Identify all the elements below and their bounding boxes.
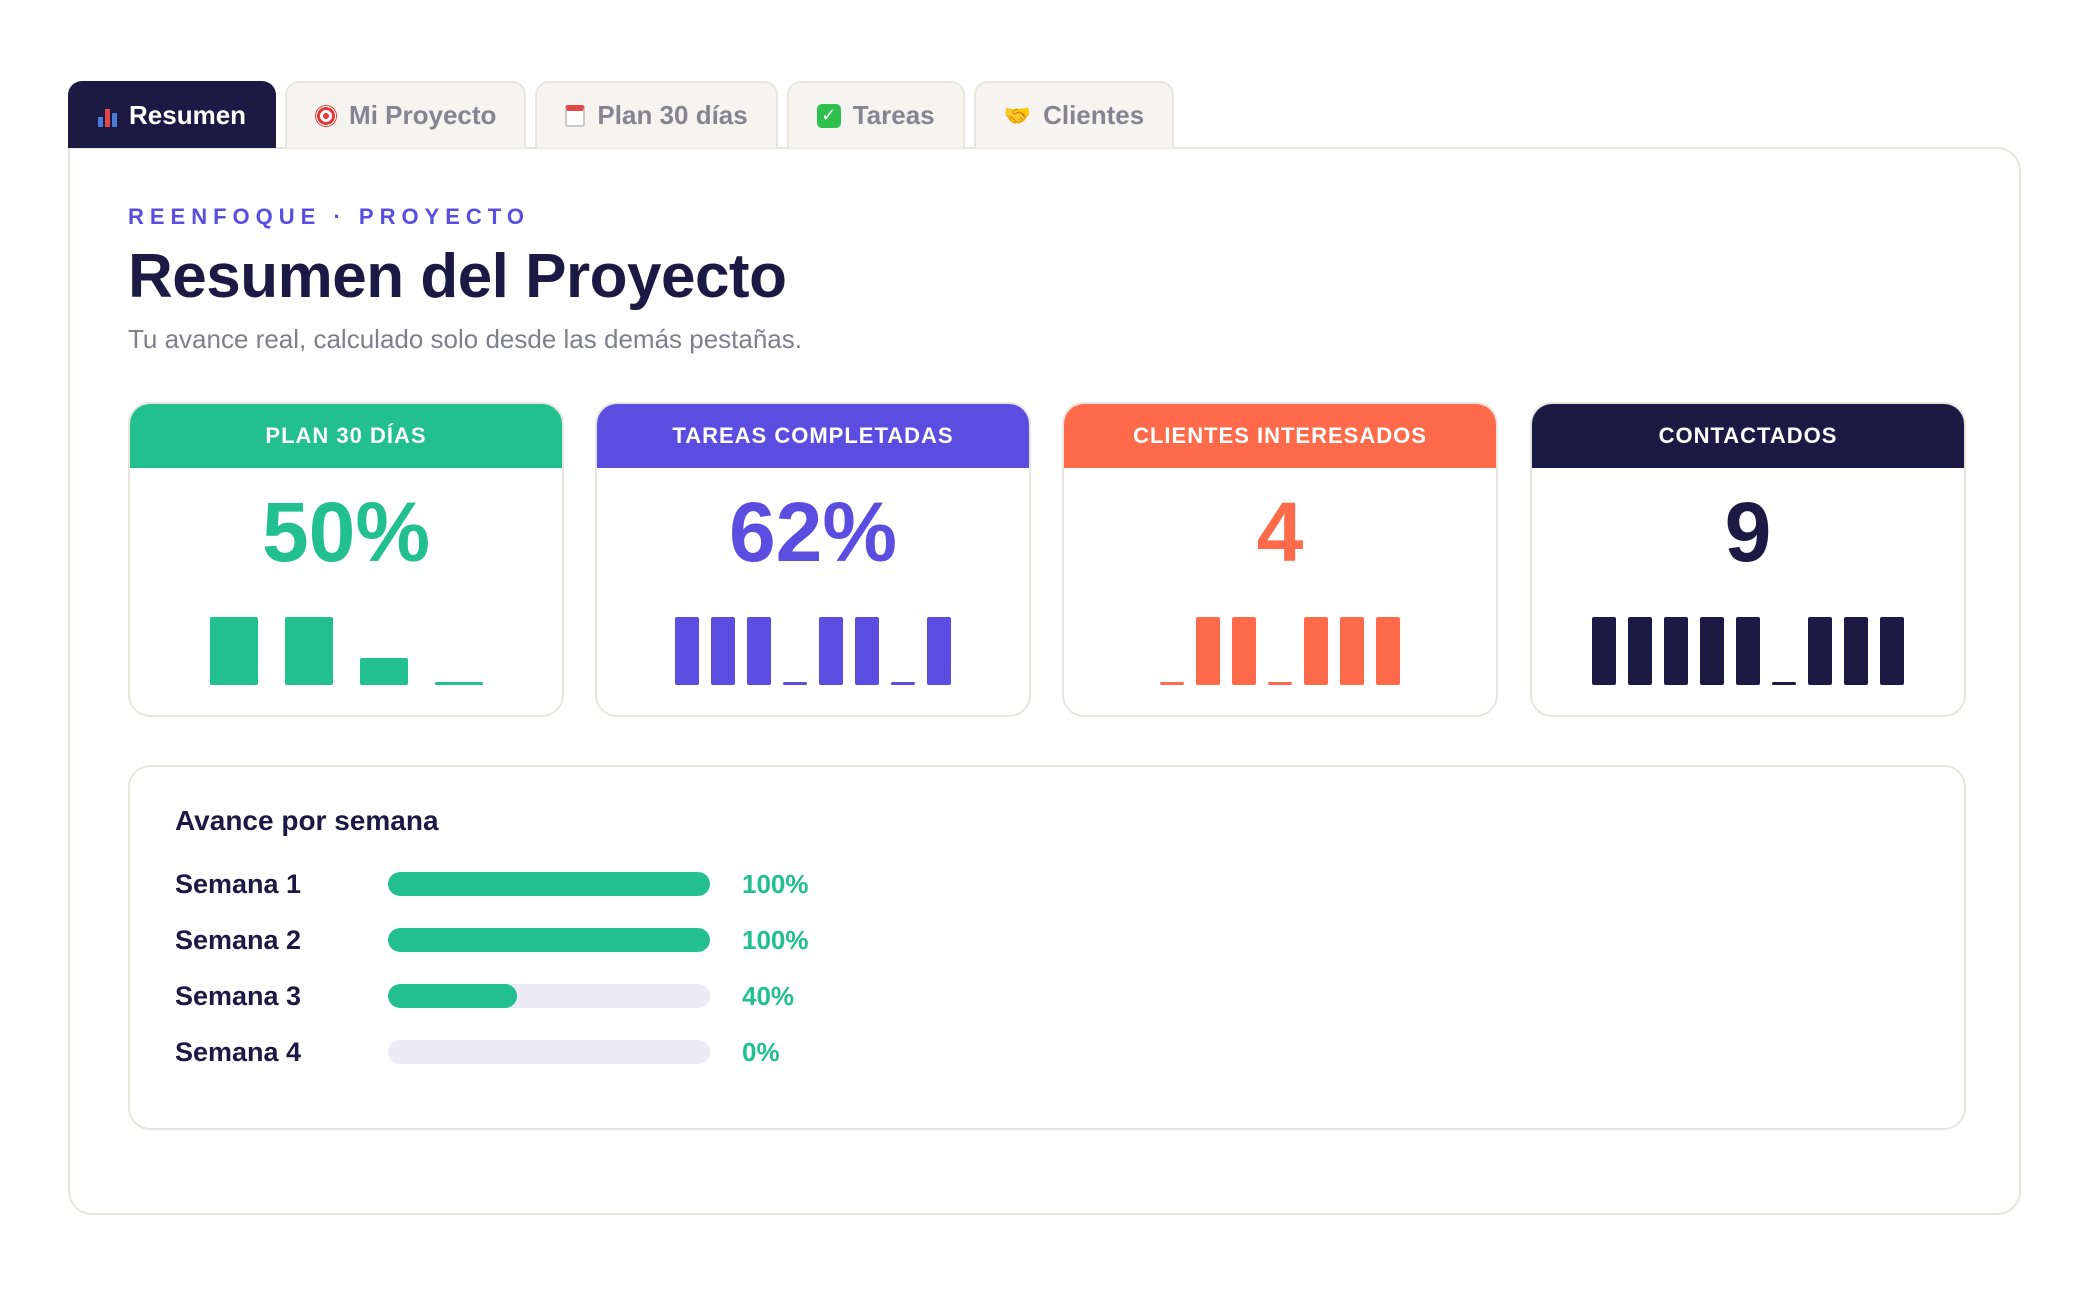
tab-bar: Resumen Mi Proyecto Plan 30 días ✓ Tarea…	[68, 81, 1175, 148]
target-icon	[315, 104, 338, 127]
mini-bar	[1736, 617, 1760, 685]
tab-label: Mi Proyecto	[349, 100, 497, 130]
progress-track	[388, 984, 710, 1008]
week-row: Semana 1 100%	[175, 864, 809, 904]
handshake-icon: 🤝	[1003, 102, 1032, 128]
mini-bar	[1772, 682, 1796, 685]
card-header: TAREAS COMPLETADAS	[597, 404, 1029, 468]
mini-bar	[1592, 617, 1616, 685]
mini-bar	[359, 658, 408, 685]
page-subtitle: Tu avance real, calculado solo desde las…	[128, 324, 802, 354]
tab-mi-proyecto[interactable]: Mi Proyecto	[285, 81, 527, 148]
tab-tareas[interactable]: ✓ Tareas	[786, 81, 965, 148]
week-row: Semana 4 0%	[175, 1032, 780, 1072]
card-value: 50%	[261, 485, 431, 579]
card-value: 62%	[728, 485, 898, 579]
week-label: Semana 2	[175, 924, 302, 955]
mini-bar	[434, 682, 483, 685]
tab-label: Resumen	[129, 100, 247, 130]
mini-bar	[711, 617, 735, 685]
mini-bar	[1160, 682, 1184, 685]
mini-bar-chart	[130, 613, 562, 685]
weekly-title: Avance por semana	[175, 805, 439, 836]
tab-resumen[interactable]: Resumen	[68, 81, 277, 148]
card-contactados: CONTACTADOS 9	[1530, 402, 1966, 717]
card-tareas-completadas: TAREAS COMPLETADAS 62%	[595, 402, 1031, 717]
week-percent: 100%	[742, 868, 809, 899]
progress-fill	[388, 928, 710, 952]
mini-bar	[1628, 617, 1652, 685]
card-header: CONTACTADOS	[1532, 404, 1964, 468]
mini-bar	[783, 682, 807, 685]
progress-track	[388, 872, 710, 896]
mini-bar	[891, 682, 915, 685]
mini-bar	[1340, 617, 1364, 685]
mini-bar	[1808, 617, 1832, 685]
card-value: 9	[1724, 485, 1772, 579]
tab-label: Clientes	[1043, 100, 1145, 130]
progress-track	[388, 928, 710, 952]
week-label: Semana 4	[175, 1036, 302, 1067]
mini-bar	[747, 617, 771, 685]
card-header: CLIENTES INTERESADOS	[1064, 404, 1496, 468]
check-icon: ✓	[816, 103, 841, 128]
mini-bar	[1232, 617, 1256, 685]
mini-bar-chart	[597, 613, 1029, 685]
page-title: Resumen del Proyecto	[128, 242, 787, 311]
bar-chart-icon	[98, 105, 117, 127]
eyebrow-label: REENFOQUE · PROYECTO	[128, 204, 530, 229]
week-row: Semana 2 100%	[175, 920, 809, 960]
week-label: Semana 1	[175, 868, 302, 899]
calendar-icon	[565, 104, 586, 127]
mini-bar-chart	[1064, 613, 1496, 685]
tab-clientes[interactable]: 🤝 Clientes	[973, 81, 1175, 148]
mini-bar	[855, 617, 879, 685]
card-clientes-interesados: CLIENTES INTERESADOS 4	[1062, 402, 1498, 717]
weekly-progress-card: Avance por semana Semana 1 100% Semana 2…	[128, 765, 1966, 1130]
mini-bar	[1196, 617, 1220, 685]
mini-bar-chart	[1532, 613, 1964, 685]
week-percent: 40%	[742, 980, 795, 1011]
tab-label: Plan 30 días	[597, 100, 748, 130]
mini-bar	[927, 617, 951, 685]
card-plan-30-dias: PLAN 30 DÍAS 50%	[128, 402, 564, 717]
mini-bar	[675, 617, 699, 685]
mini-bar	[1844, 617, 1868, 685]
mini-bar	[1268, 682, 1292, 685]
card-value: 4	[1256, 485, 1304, 579]
mini-bar	[1376, 617, 1400, 685]
card-header: PLAN 30 DÍAS	[130, 404, 562, 468]
progress-fill	[388, 984, 517, 1008]
mini-bar	[1304, 617, 1328, 685]
summary-panel: REENFOQUE · PROYECTO Resumen del Proyect…	[68, 147, 2021, 1215]
tab-plan-30-dias[interactable]: Plan 30 días	[535, 81, 778, 148]
mini-bar	[284, 617, 333, 685]
mini-bar	[1664, 617, 1688, 685]
week-percent: 100%	[742, 924, 809, 955]
mini-bar	[209, 617, 258, 685]
week-label: Semana 3	[175, 980, 302, 1011]
progress-fill	[388, 872, 710, 896]
week-row: Semana 3 40%	[175, 976, 794, 1016]
mini-bar	[1880, 617, 1904, 685]
mini-bar	[819, 617, 843, 685]
mini-bar	[1700, 617, 1724, 685]
progress-track	[388, 1040, 710, 1064]
tab-label: Tareas	[852, 100, 935, 130]
week-percent: 0%	[742, 1036, 780, 1067]
